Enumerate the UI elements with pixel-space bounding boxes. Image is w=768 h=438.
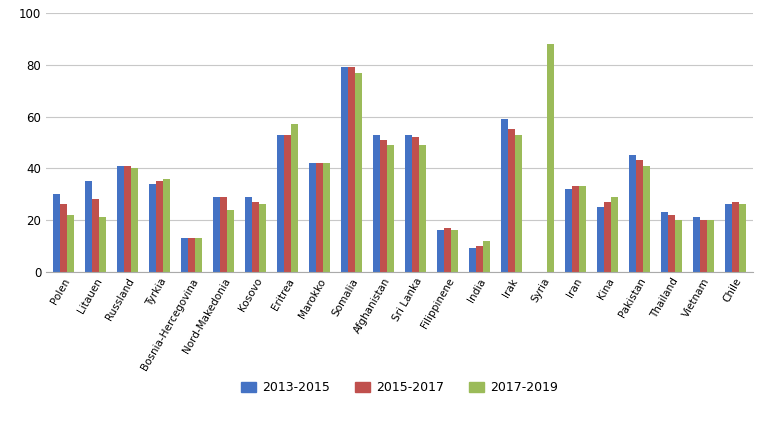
Bar xyxy=(693,217,700,272)
Bar xyxy=(149,184,156,272)
Bar xyxy=(195,238,202,272)
Bar xyxy=(579,186,586,272)
Bar xyxy=(643,166,650,272)
Bar xyxy=(667,215,674,272)
Bar xyxy=(188,238,195,272)
Bar xyxy=(323,163,330,272)
Bar xyxy=(700,220,707,272)
Bar xyxy=(316,163,323,272)
Bar xyxy=(468,248,475,272)
Bar xyxy=(547,44,554,272)
Bar xyxy=(604,202,611,272)
Bar xyxy=(227,209,234,272)
Bar xyxy=(85,181,92,272)
Bar xyxy=(67,215,74,272)
Bar xyxy=(53,194,60,272)
Bar xyxy=(444,228,451,272)
Bar xyxy=(451,230,458,272)
Bar xyxy=(380,140,387,272)
Bar xyxy=(341,67,348,272)
Bar xyxy=(156,181,163,272)
Bar xyxy=(277,134,284,272)
Bar xyxy=(213,197,220,272)
Bar xyxy=(739,205,746,272)
Bar xyxy=(732,202,739,272)
Bar xyxy=(437,230,444,272)
Bar xyxy=(564,189,571,272)
Bar xyxy=(597,207,604,272)
Bar xyxy=(611,197,617,272)
Bar xyxy=(501,119,508,272)
Bar xyxy=(181,238,188,272)
Bar xyxy=(674,220,682,272)
Bar xyxy=(259,205,266,272)
Bar xyxy=(707,220,713,272)
Bar xyxy=(284,134,291,272)
Bar xyxy=(628,155,636,272)
Bar xyxy=(419,145,426,272)
Bar xyxy=(60,205,67,272)
Bar xyxy=(405,134,412,272)
Bar xyxy=(508,130,515,272)
Bar xyxy=(131,168,138,272)
Bar xyxy=(291,124,298,272)
Bar xyxy=(124,166,131,272)
Bar xyxy=(309,163,316,272)
Bar xyxy=(387,145,394,272)
Bar xyxy=(163,179,170,272)
Bar xyxy=(636,160,643,272)
Legend: 2013-2015, 2015-2017, 2017-2019: 2013-2015, 2015-2017, 2017-2019 xyxy=(236,376,563,399)
Bar xyxy=(245,197,252,272)
Bar xyxy=(99,217,106,272)
Bar xyxy=(475,246,483,272)
Bar xyxy=(571,186,579,272)
Bar xyxy=(92,199,99,272)
Bar xyxy=(372,134,380,272)
Bar xyxy=(117,166,124,272)
Bar xyxy=(515,134,521,272)
Bar xyxy=(483,240,490,272)
Bar xyxy=(724,205,732,272)
Bar xyxy=(412,137,419,272)
Bar xyxy=(355,73,362,272)
Bar xyxy=(660,212,667,272)
Bar xyxy=(252,202,259,272)
Bar xyxy=(348,67,355,272)
Bar xyxy=(220,197,227,272)
